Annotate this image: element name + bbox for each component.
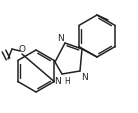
Text: N: N — [57, 34, 64, 43]
Text: O: O — [18, 45, 26, 54]
Text: N: N — [54, 76, 61, 85]
Text: H: H — [64, 76, 70, 85]
Text: N: N — [81, 72, 88, 81]
